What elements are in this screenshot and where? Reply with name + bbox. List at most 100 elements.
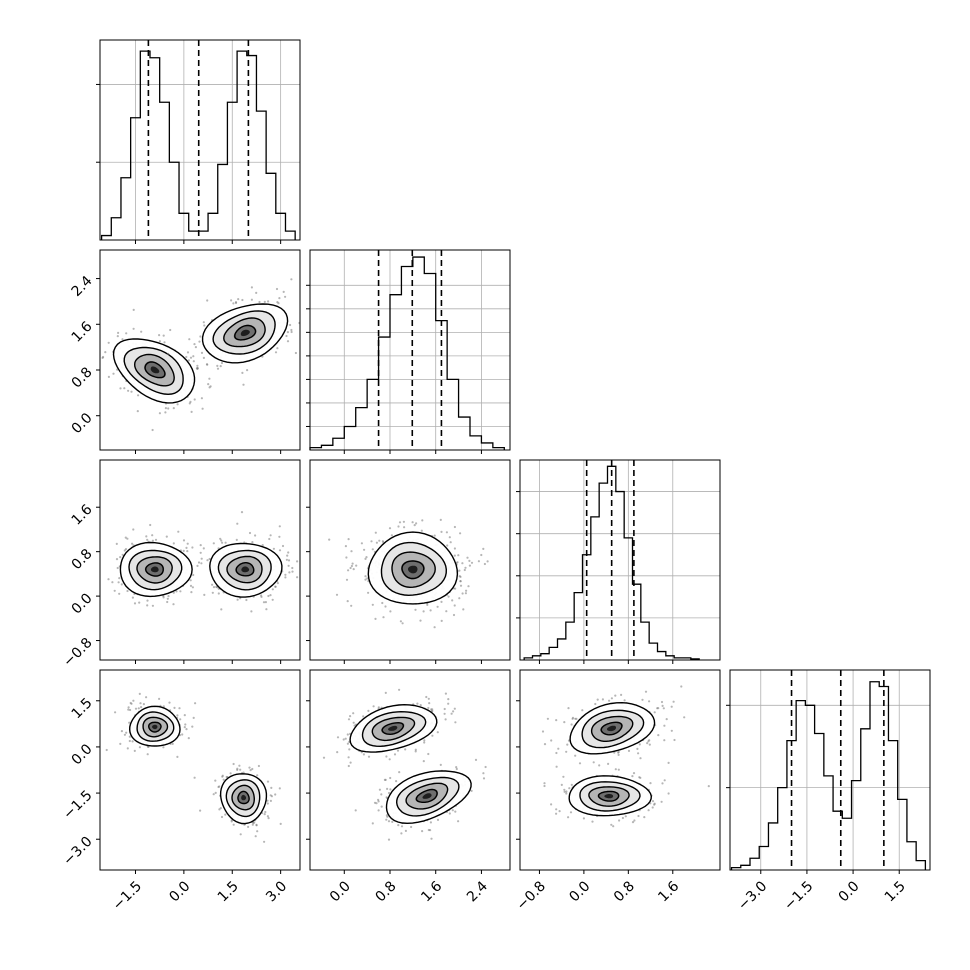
scatter-point xyxy=(221,541,224,544)
scatter-point xyxy=(193,398,196,401)
y-tick-label: 0.0 xyxy=(69,410,96,437)
scatter-point xyxy=(134,707,138,710)
scatter-point xyxy=(439,763,442,767)
scatter-point xyxy=(467,585,470,588)
scatter-point xyxy=(653,803,656,806)
scatter-point xyxy=(291,566,294,570)
scatter-point xyxy=(649,782,652,785)
x-tick-label: −1.5 xyxy=(781,878,816,913)
scatter-point xyxy=(638,776,641,779)
scatter-point xyxy=(267,300,270,303)
scatter-point xyxy=(287,559,291,562)
scatter-point xyxy=(167,407,170,410)
x-tick-label: 0.0 xyxy=(836,878,863,905)
scatter-content xyxy=(105,692,282,843)
y-tick-label: 1.6 xyxy=(69,319,96,346)
scatter-point xyxy=(128,721,131,724)
scatter-point xyxy=(620,693,623,697)
scatter-point xyxy=(373,801,377,804)
x-tick-label: −1.5 xyxy=(110,878,145,913)
scatter-point xyxy=(253,821,256,824)
scatter-point xyxy=(284,576,287,579)
scatter-point xyxy=(167,595,170,598)
scatter-content xyxy=(96,278,316,432)
panel-frame xyxy=(309,249,511,451)
scatter-point xyxy=(456,561,459,564)
scatter-point xyxy=(120,730,123,733)
scatter-point xyxy=(371,822,374,825)
scatter-point xyxy=(238,764,241,767)
scatter-point xyxy=(663,779,666,782)
scatter-point xyxy=(132,699,135,702)
scatter-point xyxy=(251,823,254,826)
scatter-point xyxy=(451,599,454,602)
scatter-point xyxy=(385,755,388,758)
scatter-point xyxy=(402,520,405,523)
scatter-point xyxy=(271,588,274,591)
scatter-point xyxy=(350,564,353,568)
scatter-point xyxy=(440,619,443,623)
scatter-point xyxy=(387,838,391,841)
scatter-point xyxy=(427,697,430,700)
scatter-point xyxy=(385,814,388,817)
density-fill xyxy=(408,565,418,574)
scatter-point xyxy=(111,581,114,584)
scatter-point xyxy=(414,748,417,751)
scatter-point xyxy=(203,324,206,327)
scatter-content xyxy=(322,688,487,841)
scatter-point xyxy=(377,706,380,709)
x-tick-label: 1.6 xyxy=(655,878,682,905)
scatter-point xyxy=(104,351,107,354)
contour-line xyxy=(128,705,181,747)
scatter-point xyxy=(191,586,194,589)
scatter-point xyxy=(648,700,651,703)
scatter-point xyxy=(172,591,175,594)
scatter-point xyxy=(461,592,464,595)
scatter-point xyxy=(211,591,214,594)
scatter-point xyxy=(462,608,465,611)
scatter-point xyxy=(232,302,235,305)
scatter-point xyxy=(208,557,211,561)
scatter-point xyxy=(347,538,350,541)
scatter-point xyxy=(249,769,252,772)
scatter-point xyxy=(202,321,205,324)
scatter-point xyxy=(189,356,193,359)
scatter-point xyxy=(136,410,139,413)
scatter-point xyxy=(225,775,228,779)
scatter-point xyxy=(458,575,461,578)
scatter-point xyxy=(569,811,573,814)
scatter-point xyxy=(289,323,292,327)
scatter-point xyxy=(384,605,387,608)
scatter-point xyxy=(346,600,349,603)
scatter-point xyxy=(132,327,135,330)
scatter-point xyxy=(433,534,436,537)
scatter-point xyxy=(335,593,339,596)
scatter-point xyxy=(458,597,461,600)
scatter-point xyxy=(414,608,417,611)
scatter-point xyxy=(191,725,194,728)
scatter-point xyxy=(278,787,281,790)
scatter-point xyxy=(202,547,205,550)
scatter-point xyxy=(670,705,673,708)
scatter-point xyxy=(162,596,165,599)
scatter-point xyxy=(272,547,275,550)
scatter-point xyxy=(342,738,345,741)
scatter-point xyxy=(96,341,98,343)
contour-line xyxy=(128,549,183,591)
scatter-point xyxy=(594,702,597,706)
scatter-point xyxy=(242,383,245,386)
scatter-point xyxy=(169,328,172,332)
scatter-point xyxy=(360,542,363,545)
scatter-point xyxy=(206,559,209,562)
scatter-point xyxy=(192,716,195,720)
scatter-point xyxy=(203,593,206,597)
scatter-point xyxy=(398,521,402,524)
scatter-point xyxy=(355,564,358,567)
scatter-point xyxy=(291,570,294,573)
scatter-point xyxy=(419,704,422,707)
scatter-point xyxy=(314,343,316,345)
scatter-point xyxy=(384,691,387,695)
scatter-point xyxy=(285,334,288,338)
scatter-point xyxy=(458,569,461,572)
scatter-point xyxy=(209,385,212,388)
